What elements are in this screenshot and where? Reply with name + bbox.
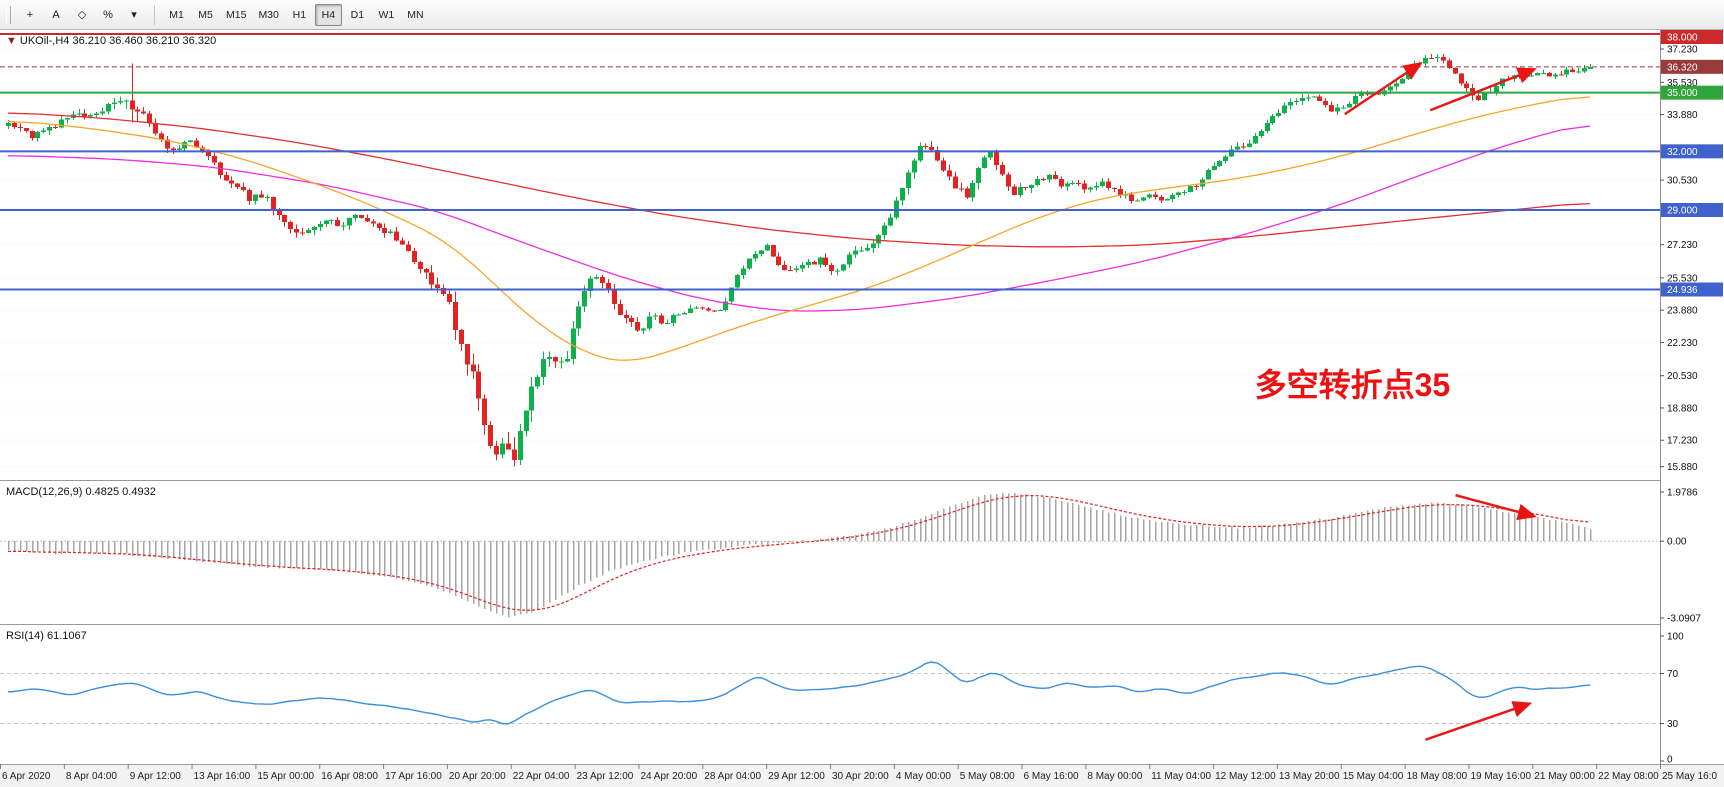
price-badge-35.000 — [1661, 85, 1723, 100]
price-axis[interactable] — [1661, 30, 1724, 764]
symbol-ohlc-label: ▼ UKOil-,H4 36.210 36.460 36.210 36.320 — [6, 35, 216, 47]
text-tool-icon[interactable]: A — [44, 4, 68, 26]
time-label: 8 Apr 04:00 — [66, 771, 118, 782]
time-label: 5 May 08:00 — [960, 771, 1015, 782]
price-badge-label: 29.000 — [1667, 206, 1698, 217]
ma-fast-orange-line — [7, 96, 1591, 361]
chart-area: 多空转折点35 ▼ UKOil-,H4 36.210 36.460 36.210 3… — [0, 30, 1724, 787]
toolbar-grip[interactable] — [6, 5, 11, 24]
macd-tick-label: 1.9786 — [1667, 488, 1698, 499]
symbol-dropdown-icon: ▼ — [6, 35, 17, 47]
time-axis[interactable] — [0, 764, 1724, 787]
fibonacci-tool-icon[interactable]: % — [96, 4, 120, 26]
time-label: 22 May 08:00 — [1598, 771, 1659, 782]
time-label: 22 Apr 04:00 — [513, 771, 570, 782]
time-label: 13 May 20:00 — [1279, 771, 1340, 782]
time-label: 30 Apr 20:00 — [832, 771, 889, 782]
timeframe-button-mn[interactable]: MN — [402, 4, 429, 26]
time-label: 23 Apr 12:00 — [577, 771, 634, 782]
time-label: 16 Apr 08:00 — [321, 771, 378, 782]
price-badge-label: 38.000 — [1667, 33, 1698, 44]
time-label: 15 Apr 00:00 — [257, 771, 314, 782]
annotation-text[interactable]: 多空转折点35 — [1255, 367, 1451, 403]
price-badge-32.000 — [1661, 144, 1723, 159]
macd-tick-label: -3.0907 — [1667, 614, 1701, 625]
chart-canvas: 多空转折点35 ▼ UKOil-,H4 36.210 36.460 36.210 3… — [0, 30, 1724, 787]
price-tick-label: 17.230 — [1667, 436, 1698, 447]
main-toolbar: + A ◇ % ▾ M1 M5 M15 M30 H1 H4 D1 W1 MN — [0, 0, 1724, 30]
timeframe-button-d1[interactable]: D1 — [344, 4, 371, 26]
timeframe-button-m1[interactable]: M1 — [163, 4, 190, 26]
main-chart-plot[interactable] — [0, 30, 1660, 480]
price-badge-36.320 — [1661, 59, 1723, 74]
macd-panel-plot[interactable] — [0, 482, 1660, 624]
time-label: 4 May 00:00 — [896, 771, 951, 782]
price-badge-label: 36.320 — [1667, 62, 1698, 73]
time-label: 6 Apr 2020 — [2, 771, 51, 782]
macd-histogram — [7, 492, 1592, 618]
timeframe-button-w1[interactable]: W1 — [373, 4, 400, 26]
crosshair-tool-icon[interactable]: + — [18, 4, 42, 26]
time-label: 24 Apr 20:00 — [640, 771, 697, 782]
price-badge-label: 35.000 — [1667, 88, 1698, 99]
price-tick-label: 33.880 — [1667, 110, 1698, 121]
rsi-label: RSI(14) 61.1067 — [6, 630, 87, 642]
price-tick-label: 27.230 — [1667, 240, 1698, 251]
timeframe-button-h1[interactable]: H1 — [286, 4, 313, 26]
time-label: 18 May 08:00 — [1407, 771, 1468, 782]
timeframe-button-m5[interactable]: M5 — [192, 4, 219, 26]
price-tick-label: 25.530 — [1667, 273, 1698, 284]
price-tick-label: 18.880 — [1667, 403, 1698, 414]
time-label: 13 Apr 16:00 — [194, 771, 251, 782]
macd-trend-arrow[interactable] — [1455, 494, 1537, 521]
time-label: 8 May 00:00 — [1087, 771, 1142, 782]
toolbar-separator — [154, 4, 155, 25]
rsi-tick-label: 0 — [1667, 755, 1673, 766]
time-label: 20 Apr 20:00 — [449, 771, 506, 782]
time-label: 19 May 16:00 — [1470, 771, 1531, 782]
macd-signal-line — [8, 494, 1591, 611]
rsi-line — [7, 661, 1591, 725]
tools-dropdown-icon[interactable]: ▾ — [122, 4, 146, 26]
rsi-tick-label: 100 — [1667, 632, 1684, 643]
price-tick-label: 23.880 — [1667, 306, 1698, 317]
time-label: 28 Apr 04:00 — [704, 771, 761, 782]
macd-label: MACD(12,26,9) 0.4825 0.4932 — [6, 486, 156, 498]
price-tick-label: 30.530 — [1667, 176, 1698, 187]
rsi-tick-label: 30 — [1667, 719, 1679, 730]
timeframe-button-m30[interactable]: M30 — [253, 4, 283, 26]
price-gridlines — [0, 48, 1660, 468]
price-badge-29.000 — [1661, 203, 1723, 218]
price-tick-label: 22.230 — [1667, 338, 1698, 349]
rsi-panel-plot[interactable] — [0, 626, 1660, 764]
timeframe-button-h4[interactable]: H4 — [314, 3, 342, 26]
price-badge-label: 32.000 — [1667, 147, 1698, 158]
price-badge-38.000 — [1661, 30, 1723, 44]
time-label: 11 May 04:00 — [1151, 771, 1211, 782]
price-tick-label: 35.530 — [1667, 78, 1698, 89]
time-label: 12 May 12:00 — [1215, 771, 1276, 782]
trend-arrow-2[interactable] — [1429, 67, 1537, 112]
time-label: 17 Apr 16:00 — [385, 771, 442, 782]
price-badge-24.936 — [1661, 282, 1723, 297]
macd-tick-label: 0.00 — [1667, 537, 1687, 548]
time-label: 21 May 00:00 — [1534, 771, 1595, 782]
price-badge-label: 24.936 — [1667, 285, 1698, 296]
rsi-trend-arrow[interactable] — [1425, 701, 1533, 741]
rsi-tick-label: 70 — [1667, 669, 1679, 680]
time-label: 9 Apr 12:00 — [130, 771, 182, 782]
time-label: 15 May 04:00 — [1343, 771, 1404, 782]
price-tick-label: 15.880 — [1667, 462, 1698, 473]
price-tick-label: 37.230 — [1667, 45, 1698, 56]
time-label: 29 Apr 12:00 — [768, 771, 825, 782]
timeframe-button-m15[interactable]: M15 — [221, 4, 251, 26]
time-label: 6 May 16:00 — [1024, 771, 1079, 782]
time-label: 25 May 16:0 — [1662, 771, 1717, 782]
price-tick-label: 20.530 — [1667, 371, 1698, 382]
ma-slow-red-line — [7, 112, 1591, 248]
trend-arrow-1[interactable] — [1344, 61, 1423, 116]
shapes-tool-icon[interactable]: ◇ — [70, 4, 94, 26]
